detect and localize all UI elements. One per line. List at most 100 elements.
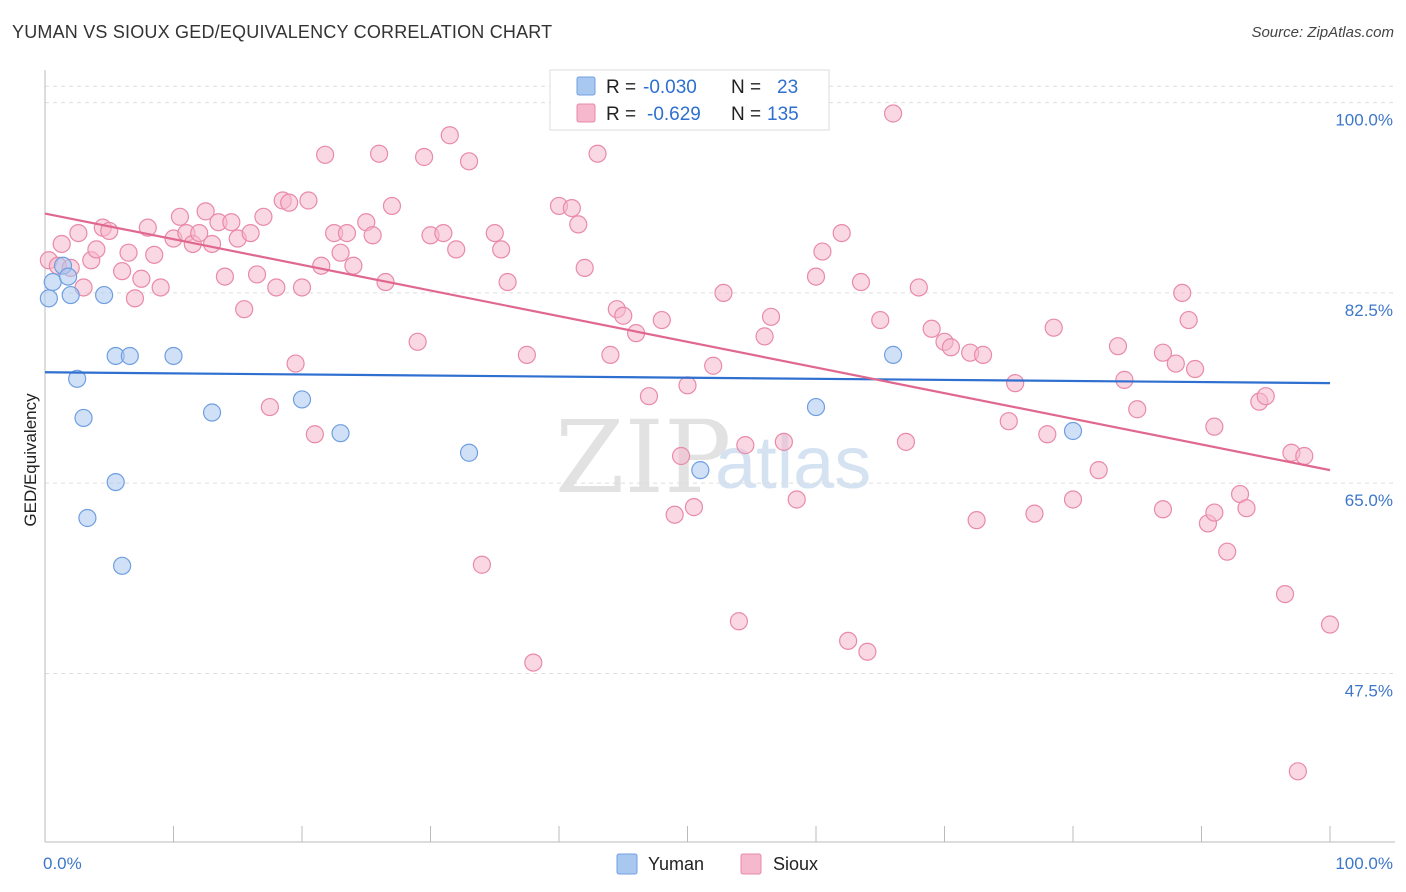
- y-tick-label: 100.0%: [1335, 111, 1393, 130]
- legend-n-label-sioux: N =: [731, 104, 761, 125]
- legend-r-label-yuman: R =: [606, 77, 636, 98]
- point-sioux: [202, 234, 222, 254]
- point-sioux: [440, 126, 459, 145]
- point-sioux: [832, 223, 851, 243]
- point-yuman: [112, 556, 132, 575]
- point-sioux: [254, 207, 273, 226]
- point-sioux: [1108, 337, 1128, 356]
- point-sioux: [1218, 542, 1237, 561]
- point-sioux: [839, 631, 858, 650]
- point-sioux: [922, 319, 941, 338]
- point-sioux: [524, 653, 543, 672]
- point-sioux: [588, 144, 607, 163]
- legend-n-value-yuman: 23: [777, 77, 798, 98]
- point-sioux: [1089, 461, 1108, 480]
- point-yuman: [202, 403, 222, 422]
- point-sioux: [222, 213, 241, 232]
- point-sioux: [787, 490, 806, 509]
- point-sioux: [52, 234, 71, 254]
- point-yuman: [331, 424, 350, 443]
- point-sioux: [498, 272, 517, 292]
- point-sioux: [736, 436, 755, 455]
- legend-r-label-sioux: R =: [606, 104, 636, 125]
- point-sioux: [774, 432, 793, 451]
- point-sioux: [652, 310, 671, 330]
- point-yuman: [1063, 421, 1083, 441]
- point-sioux: [941, 338, 961, 357]
- point-sioux: [1320, 615, 1340, 634]
- point-sioux: [316, 145, 335, 164]
- point-sioux: [241, 223, 260, 243]
- point-sioux: [678, 376, 697, 395]
- point-yuman: [164, 346, 183, 366]
- point-yuman: [292, 390, 312, 409]
- point-sioux: [665, 505, 684, 524]
- point-sioux: [382, 196, 402, 216]
- point-sioux: [1128, 400, 1147, 419]
- point-sioux: [151, 278, 170, 297]
- point-sioux: [871, 310, 890, 330]
- point-sioux: [138, 218, 157, 237]
- point-sioux: [1205, 417, 1224, 436]
- point-sioux: [896, 432, 916, 451]
- point-sioux: [305, 425, 324, 444]
- chart-title: YUMAN VS SIOUX GED/EQUIVALENCY CORRELATI…: [12, 22, 553, 42]
- legend-n-value-sioux: 135: [767, 104, 799, 125]
- point-sioux: [370, 144, 389, 163]
- y-tick-labels: 47.5% 65.0% 82.5% 100.0%: [1335, 111, 1393, 701]
- legend-n-label-yuman: N =: [731, 77, 761, 98]
- point-sioux: [447, 240, 466, 259]
- legend-swatch-sioux: [576, 103, 596, 123]
- point-sioux: [858, 642, 877, 661]
- point-sioux: [344, 256, 363, 275]
- point-sioux: [883, 104, 903, 123]
- point-sioux: [299, 191, 318, 210]
- watermark: ZIP atlas: [555, 399, 871, 516]
- point-yuman: [806, 397, 826, 417]
- point-sioux: [190, 223, 209, 243]
- point-sioux: [235, 300, 254, 319]
- point-sioux: [286, 354, 305, 373]
- point-sioux: [125, 289, 145, 308]
- trend-line-sioux: [44, 212, 1331, 472]
- point-sioux: [1256, 387, 1275, 406]
- point-sioux: [170, 207, 190, 226]
- point-sioux: [292, 278, 312, 297]
- stats-legend: R = -0.030 N = 23 R = -0.629 N = 135: [549, 69, 830, 131]
- point-sioux: [1173, 283, 1192, 303]
- point-sioux: [1025, 504, 1044, 523]
- point-sioux: [1288, 762, 1307, 781]
- y-axis-label: GED/Equivalency: [21, 393, 40, 527]
- point-sioux: [280, 193, 299, 212]
- point-sioux: [562, 198, 581, 218]
- point-sioux: [1115, 370, 1134, 389]
- point-sioux: [87, 240, 106, 259]
- point-sioux: [1044, 318, 1063, 337]
- point-sioux: [517, 345, 536, 364]
- bottom-legend-swatch-yuman: [616, 853, 638, 875]
- bottom-legend-sioux: Sioux: [773, 854, 818, 874]
- point-sioux: [132, 269, 151, 288]
- bottom-legend-swatch-sioux: [740, 853, 762, 875]
- point-yuman: [78, 508, 97, 528]
- data-points: [39, 84, 1340, 781]
- point-sioux: [601, 345, 620, 364]
- point-sioux: [112, 262, 132, 281]
- point-sioux: [260, 397, 279, 417]
- point-yuman: [95, 285, 114, 305]
- point-sioux: [671, 446, 691, 466]
- point-sioux: [729, 612, 749, 631]
- point-sioux: [363, 226, 382, 245]
- point-yuman: [74, 408, 93, 428]
- point-yuman: [39, 289, 58, 308]
- point-sioux: [119, 243, 138, 262]
- point-sioux: [1063, 490, 1083, 509]
- series-legend: Yuman Sioux: [616, 853, 818, 875]
- point-sioux: [414, 147, 434, 167]
- point-sioux: [639, 387, 659, 406]
- legend-swatch-yuman: [576, 76, 596, 96]
- watermark-zip: ZIP: [555, 399, 731, 516]
- legend-r-value-sioux: -0.629: [647, 104, 701, 125]
- point-sioux: [714, 283, 733, 303]
